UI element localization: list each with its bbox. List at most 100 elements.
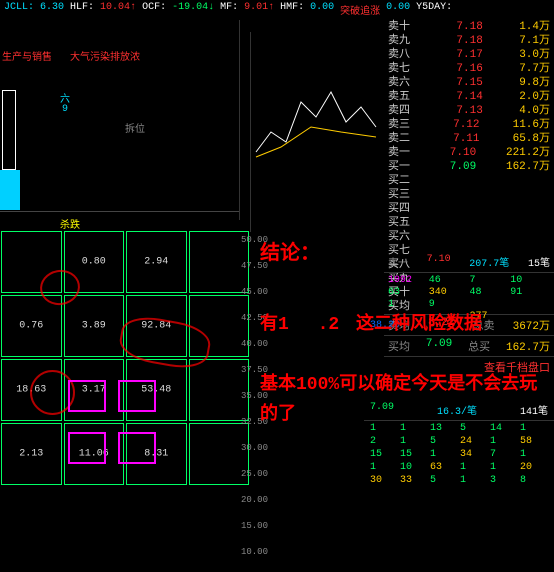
bottom-cell: 3 — [490, 475, 518, 486]
grid-cell[interactable]: 2.13 — [1, 423, 62, 485]
grid-cell[interactable]: 92.84 — [126, 295, 187, 357]
yaxis-tick: 20.00 — [240, 495, 270, 521]
yaxis-tick: 30.00 — [240, 443, 270, 469]
yaxis-tick: 40.00 — [240, 339, 270, 365]
yaxis-tick: 42.50 — [240, 313, 270, 339]
bar-1 — [0, 170, 20, 210]
mf-val: 9.01↑ — [244, 2, 274, 18]
mid-chart-panel[interactable] — [250, 32, 380, 232]
breakout-val: 0.00 — [386, 2, 410, 18]
left-chart-panel[interactable]: 生产与销售 大气污染排放浓 六 9 拆位 — [0, 20, 240, 220]
tick-header: 卖一 7.10 207.7笔 15笔 — [384, 252, 554, 273]
tick-cell: 1992 — [388, 275, 428, 286]
baseline — [0, 211, 239, 212]
yaxis-tick: 47.50 — [240, 261, 270, 287]
tick-cell: 63 — [388, 287, 428, 298]
tick-panel[interactable]: 卖一 7.10 207.7笔 15笔 199246710633404891192… — [384, 252, 554, 324]
grid-cell[interactable]: 0.80 — [64, 231, 125, 293]
hmf-label: HMF: — [280, 2, 304, 18]
grid-cell[interactable] — [1, 231, 62, 293]
sell-row: 卖二7.1165.8万 — [384, 132, 554, 146]
ocf-label: OCF: — [142, 2, 166, 18]
chart-title-1: 生产与销售 — [2, 48, 52, 64]
hlf-val: 10.04↑ — [100, 2, 136, 18]
tick-cell: 340 — [429, 287, 469, 298]
bottom-cell: 58 — [520, 436, 548, 447]
tick-cell: 1 — [388, 299, 428, 310]
bottom-cell: 1 — [520, 449, 548, 460]
yaxis-tick: 15.00 — [240, 521, 270, 547]
bottom-cell: 63 — [430, 462, 458, 473]
grid-section[interactable]: 0.80 2.94 0.76 3.89 92.84 18.63 3.17 53.48 2.131… — [0, 230, 250, 510]
sell-row: 卖五7.142.0万 — [384, 90, 554, 104]
top-indicator-bar: JCLL: 6.30 HLF: 10.04↑ OCF: -19.04↓ MF: … — [0, 0, 554, 20]
grid-row: 2.1311.068.31 — [0, 422, 250, 486]
bottom-cell: 34 — [460, 449, 488, 460]
bottom-cell: 1 — [370, 423, 398, 434]
bottom-cell: 20 — [520, 462, 548, 473]
buy-row: 买四 — [384, 202, 554, 216]
bottom-cell: 1 — [460, 475, 488, 486]
bottom-tick-panel[interactable]: 7.09 16.3/笔 141笔 11135141215241581515134… — [364, 400, 554, 510]
grid-row: 18.63 3.17 53.48 — [0, 358, 250, 422]
price-line-icon — [251, 32, 381, 232]
dismantle-label: 拆位 — [125, 120, 145, 136]
panel-link[interactable]: 查看千档盘口 — [384, 356, 554, 377]
grid-cell[interactable]: 53.48 — [126, 359, 187, 421]
buy-row: 买六 — [384, 230, 554, 244]
yaxis-tick: 37.50 — [240, 365, 270, 391]
chart-title-2: 大气污染排放浓 — [70, 48, 140, 64]
tick-cell: 10 — [510, 275, 550, 286]
cell-value: 0.80 — [82, 257, 106, 268]
sell-row: 卖十7.181.4万 — [384, 20, 554, 34]
buy-one-row: 买一 7.09 162.7万 — [384, 160, 554, 174]
hmf-val: 0.00 — [310, 2, 334, 18]
grid-cell[interactable]: 8.31 — [126, 423, 187, 485]
hlf-label: HLF: — [70, 2, 94, 18]
bottom-cell: 14 — [490, 423, 518, 434]
tick-grid: 19924671063340489119277 — [384, 273, 554, 324]
bottom-cell: 1 — [460, 462, 488, 473]
grid-cell[interactable]: 11.06 — [64, 423, 125, 485]
cell-value: 53.48 — [141, 385, 171, 396]
sell-row: 卖七7.167.7万 — [384, 62, 554, 76]
yaxis-tick: 50.00 — [240, 235, 270, 261]
grid-cell[interactable]: 3.17 — [64, 359, 125, 421]
cell-value: 3.89 — [82, 321, 106, 332]
bottom-cell: 15 — [370, 449, 398, 460]
cell-value: 3.17 — [82, 385, 106, 396]
ocf-val: -19.04↓ — [172, 2, 214, 18]
buy-avg-row: 买均 7.09 总买 162.7万 — [384, 335, 554, 356]
yaxis-tick: 45.00 — [240, 287, 270, 313]
bottom-cell: 8 — [520, 475, 548, 486]
grid-cell[interactable]: 2.94 — [126, 231, 187, 293]
nine-label: 9 — [62, 104, 68, 115]
bottom-cell: 13 — [430, 423, 458, 434]
buy-row: 买五 — [384, 216, 554, 230]
tick-cell: 48 — [470, 287, 510, 298]
bottom-tick-header: 7.09 16.3/笔 141笔 — [364, 400, 554, 421]
bottom-cell: 1 — [400, 436, 428, 447]
tick-cell: 7 — [470, 275, 510, 286]
grid-cell[interactable]: 0.76 — [1, 295, 62, 357]
y5day-label: Y5DAY: — [416, 2, 452, 18]
grid-cell[interactable]: 18.63 — [1, 359, 62, 421]
yaxis-tick: 25.00 — [240, 469, 270, 495]
sell-row: 卖一7.10221.2万 — [384, 146, 554, 160]
grid-cell[interactable]: 3.89 — [64, 295, 125, 357]
bottom-cell: 7 — [490, 449, 518, 460]
bottom-cell: 5 — [460, 423, 488, 434]
bottom-cell: 1 — [370, 462, 398, 473]
bottom-cell: 1 — [490, 436, 518, 447]
bottom-cell: 24 — [460, 436, 488, 447]
yaxis-tick: 35.00 — [240, 391, 270, 417]
cell-value: 92.84 — [141, 321, 171, 332]
sell-row: 卖六7.159.8万 — [384, 76, 554, 90]
bottom-cell: 10 — [400, 462, 428, 473]
buy-row: 买三 — [384, 188, 554, 202]
grid-row: 0.76 3.89 92.84 — [0, 294, 250, 358]
jcll-val: 6.30 — [40, 2, 64, 18]
bottom-cell: 2 — [370, 436, 398, 447]
tick-cell — [470, 299, 510, 310]
sell-rows: 卖十7.181.4万卖九7.187.1万卖八7.173.0万卖七7.167.7万… — [384, 20, 554, 160]
